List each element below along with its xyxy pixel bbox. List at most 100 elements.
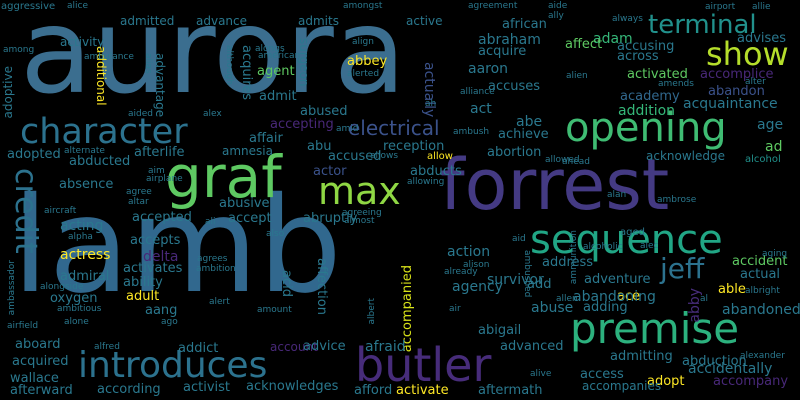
cloud-word-alcohol: alcohol [745,154,781,165]
cloud-word-accidentally: accidentally [688,361,773,377]
cloud-word-alan: alan [607,190,627,200]
cloud-word-agreeing: agreeing [342,208,382,218]
cloud-word-albert: albert [367,298,377,325]
cloud-word-alex: alex [203,109,222,119]
cloud-word-accusing: accusing [617,39,675,54]
cloud-word-ah: ah [425,99,437,109]
cloud-word-alice: alice [67,1,89,11]
cloud-word-air: air [449,304,461,314]
cloud-word-amongst: amongst [343,1,383,11]
cloud-word-wallace: wallace [10,371,59,386]
cloud-word-achieve: achieve [498,127,549,142]
cloud-word-abandoned: abandoned [722,302,800,318]
cloud-word-acknowledges: acknowledges [246,379,339,394]
cloud-word-ambrose: ambrose [657,195,697,205]
cloud-word-allows: allows [370,151,399,161]
cloud-word-amid: amid [336,124,359,134]
cloud-word-abraham: abraham [478,32,541,48]
cloud-word-acquires: acquires [239,45,254,101]
cloud-word-advice: advice [303,339,346,354]
cloud-word-amends: amends [658,79,694,89]
cloud-word-activity: activity [60,35,105,49]
cloud-word-activist: activist [183,380,230,395]
cloud-word-ad: ad [765,139,783,155]
cloud-word-accuses: accuses [488,79,541,94]
cloud-word-abducts: abducts [410,164,462,179]
cloud-word-adopted: adopted [7,147,61,162]
cloud-word-adult: adult [126,289,160,304]
cloud-word-allowed: allowed [545,155,580,165]
cloud-word-accepted: accepted [132,210,192,225]
cloud-word-alongs: alongs [255,44,285,54]
cloud-word-according: according [97,382,161,397]
cloud-word-credit: credit [8,168,43,254]
cloud-word-terminal: terminal [648,10,757,40]
cloud-word-accepting: accepting [270,117,334,132]
cloud-word-ammunition: ammunition [569,230,579,285]
cloud-word-character: character [20,112,188,152]
cloud-word-abigail: abigail [478,323,522,338]
cloud-word-abandoning: abandoning [573,289,656,305]
cloud-word-accompany: accompany [713,374,789,389]
cloud-word-accused: accused [328,149,382,164]
cloud-word-adam: adam [593,31,633,47]
cloud-word-ally: ally [548,11,564,21]
cloud-word-aftermath: aftermath [478,383,543,398]
cloud-word-also: also [266,229,285,239]
cloud-word-max: max [318,169,401,213]
cloud-word-alongside: alongside [40,282,84,292]
cloud-word-adventure: adventure [584,272,651,287]
cloud-word-acknowledge: acknowledge [646,149,725,163]
cloud-word-activates: activates [123,261,183,276]
cloud-word-across: across [617,49,659,64]
cloud-word-allowing: allowing [407,177,445,187]
cloud-word-american: american [258,51,301,61]
cloud-word-adding: adding [583,300,628,315]
cloud-word-absence: absence [59,177,114,192]
cloud-word-alias: alias [143,53,153,74]
cloud-word-agreement: agreement [468,1,518,11]
cloud-word-abuse: abuse [531,300,574,316]
cloud-word-ambitious: ambitious [57,304,102,314]
cloud-word-address: address [542,255,594,270]
cloud-word-altar: altar [128,197,149,207]
cloud-word-advantage: advantage [153,53,167,118]
cloud-word-aging: aging [762,249,788,259]
cloud-word-acid: acid [279,270,294,297]
cloud-word-activated: activated [627,67,688,82]
cloud-word-ambition: ambition [196,264,236,274]
cloud-word-affection: affection [314,258,329,315]
cloud-word-among: among [3,45,35,55]
cloud-word-abandon: abandon [708,84,765,99]
cloud-word-amount: amount [257,305,292,315]
cloud-word-ambassador: ambassador [7,260,17,316]
cloud-word-aang: aang [145,303,178,318]
cloud-word-alexander: alexander [740,351,785,361]
cloud-word-african: african [502,17,547,32]
cloud-word-show: show [706,35,789,73]
cloud-word-abused: abused [300,104,348,119]
cloud-word-alternate: alternate [64,146,105,156]
cloud-word-adoptive: adoptive [1,66,15,119]
cloud-word-airport: airport [705,2,736,12]
cloud-word-admitting: admitting [610,349,673,364]
cloud-word-abu: abu [307,139,332,154]
cloud-word-accept: accept [228,211,272,226]
cloud-word-align: align [352,37,374,47]
cloud-word-delta: delta [143,249,179,265]
cloud-word-lamb: lamb [12,169,342,323]
cloud-word-add: add [527,277,552,292]
cloud-word-age: age [757,117,784,133]
cloud-word-alone: alone [64,317,89,327]
cloud-word-alcoholic: alcoholic [583,242,623,252]
cloud-word-acting: acting [60,218,104,234]
cloud-word-aid: aid [512,234,526,244]
cloud-word-admiral: admiral [60,269,110,284]
cloud-word-agree: agree [126,187,152,197]
cloud-word-actual: actual [740,267,781,282]
cloud-word-afterlife: afterlife [134,145,185,160]
cloud-word-abortion: abortion [487,145,542,160]
cloud-word-always: always [612,14,643,24]
cloud-word-albright: albright [745,286,780,296]
